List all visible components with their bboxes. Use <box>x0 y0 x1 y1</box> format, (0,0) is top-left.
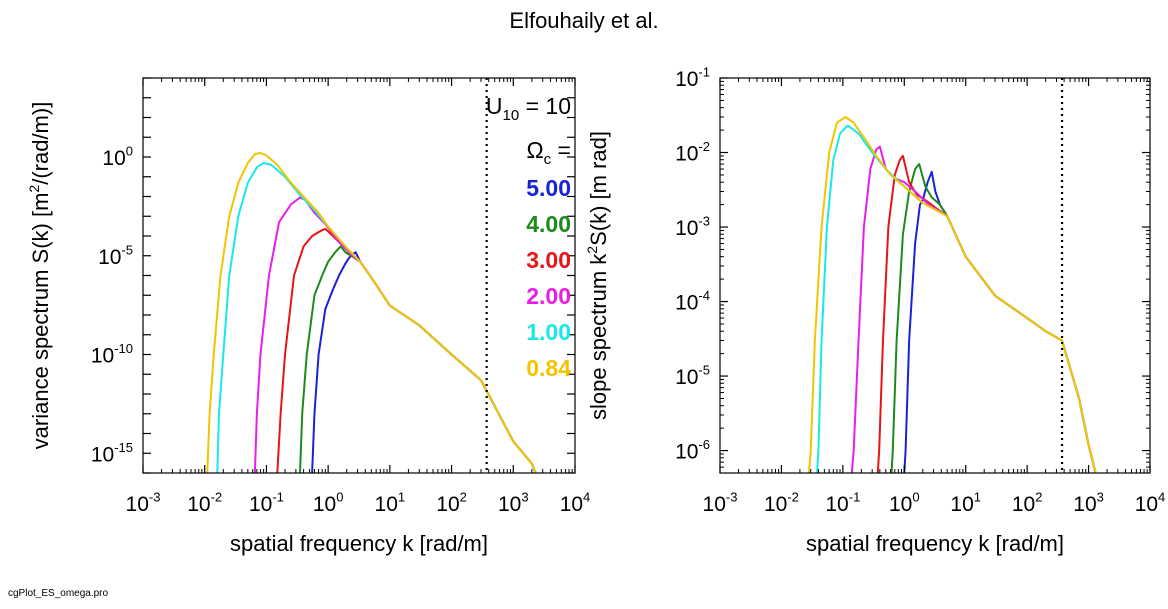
legend-entry-5-00: 5.00 <box>526 175 571 201</box>
x-tick-label: 102 <box>436 490 467 516</box>
x-tick-label: 10-1 <box>825 490 860 516</box>
x-tick-label: 102 <box>1012 490 1043 516</box>
omega-annotation: Ωc = <box>526 137 571 168</box>
y-axis-label: variance spectrum S(k) [m2/(rad/m)] <box>26 102 53 450</box>
y-axis-label: slope spectrum k2S(k) [m rad] <box>584 131 611 420</box>
series-line-0-84 <box>807 115 1097 473</box>
y-tick-label: 10-1 <box>675 65 710 91</box>
legend-entry-4-00: 4.00 <box>526 211 571 237</box>
series-line-1-00 <box>816 124 1097 473</box>
series-line-0-84 <box>206 151 537 473</box>
legend-entry-3-00: 3.00 <box>526 247 571 273</box>
legend-entry-1-00: 1.00 <box>526 319 571 345</box>
series-line-4-00 <box>890 163 1097 473</box>
y-tick-label: 10-4 <box>675 288 710 314</box>
series-line-5-00 <box>903 170 1097 473</box>
series-group <box>206 151 537 473</box>
x-axis-label: spatial frequency k [rad/m] <box>806 531 1064 556</box>
x-tick-label: 101 <box>375 490 406 516</box>
x-tick-label: 104 <box>560 490 591 516</box>
x-tick-label: 10-3 <box>126 490 161 516</box>
y-tick-label: 10-10 <box>91 341 133 367</box>
y-tick-label: 10-3 <box>675 214 710 240</box>
y-tick-label: 10-15 <box>91 440 133 466</box>
y-tick-label: 10-5 <box>675 363 710 389</box>
x-tick-label: 10-2 <box>187 490 222 516</box>
legend-entry-0-84: 0.84 <box>526 355 571 381</box>
plot-frame <box>719 77 1151 474</box>
x-tick-label: 100 <box>313 490 344 516</box>
x-tick-label: 101 <box>950 490 981 516</box>
figure-title: Elfouhaily et al. <box>509 8 659 33</box>
x-tick-label: 10-3 <box>703 490 738 516</box>
y-tick-label: 100 <box>102 144 133 170</box>
x-tick-label: 10-2 <box>764 490 799 516</box>
y-tick-label: 10-2 <box>675 139 710 165</box>
series-group <box>807 115 1097 473</box>
y-tick-label: 10-5 <box>98 242 133 268</box>
legend-entry-2-00: 2.00 <box>526 283 571 309</box>
x-tick-label: 103 <box>1073 490 1104 516</box>
x-axis-label: spatial frequency k [rad/m] <box>230 531 488 556</box>
y-tick-label: 10-6 <box>675 437 710 463</box>
x-tick-label: 104 <box>1135 490 1166 516</box>
x-tick-label: 10-1 <box>249 490 284 516</box>
wind-speed-annotation: U10 = 10 <box>486 93 571 124</box>
series-line-2-00 <box>850 145 1097 473</box>
x-tick-label: 103 <box>498 490 529 516</box>
source-filename: cgPlot_ES_omega.pro <box>8 588 109 599</box>
x-tick-label: 100 <box>889 490 920 516</box>
